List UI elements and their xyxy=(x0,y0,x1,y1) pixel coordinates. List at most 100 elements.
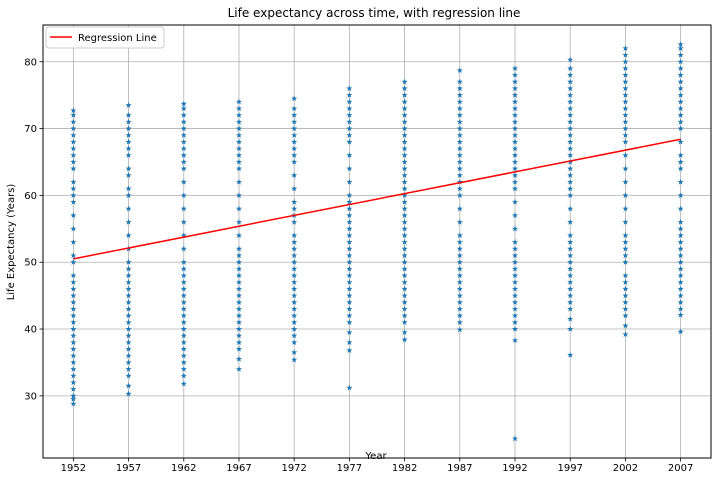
data-point xyxy=(567,105,574,112)
data-point xyxy=(511,305,519,312)
data-point xyxy=(567,132,574,138)
data-point xyxy=(346,319,353,325)
data-point xyxy=(401,212,408,219)
data-point xyxy=(622,112,629,118)
data-point xyxy=(622,165,629,172)
data-point xyxy=(511,245,519,252)
data-point xyxy=(70,345,77,352)
data-point xyxy=(125,265,132,272)
data-point xyxy=(180,145,187,152)
data-point xyxy=(125,152,132,158)
data-point xyxy=(180,279,187,285)
data-point xyxy=(622,322,629,329)
data-point xyxy=(291,152,298,158)
data-point xyxy=(346,347,353,354)
data-point xyxy=(456,238,463,245)
data-point xyxy=(677,192,684,198)
x-axis-label: Year xyxy=(364,451,387,462)
data-point xyxy=(291,105,298,112)
data-point xyxy=(70,132,77,138)
data-point xyxy=(511,178,519,185)
data-point xyxy=(401,118,408,125)
data-point xyxy=(401,91,408,98)
y-tick-label: 30 xyxy=(24,391,37,402)
data-point xyxy=(677,259,684,265)
data-point xyxy=(180,205,187,212)
chart-title: Life expectancy across time, with regres… xyxy=(228,6,521,20)
data-point xyxy=(567,192,574,198)
data-point xyxy=(291,125,298,132)
data-point xyxy=(401,285,408,292)
data-point xyxy=(622,45,629,51)
data-point xyxy=(401,305,408,312)
data-point xyxy=(346,205,353,212)
data-point xyxy=(180,352,187,359)
x-axis-ticks: 1952 1957 1962 1967 1972 1977 1982 1987 1992 1997… xyxy=(61,458,693,474)
data-point xyxy=(511,105,519,112)
data-point xyxy=(346,279,353,285)
data-point xyxy=(346,178,353,185)
data-point xyxy=(677,45,684,51)
data-point xyxy=(70,212,77,219)
data-point xyxy=(125,165,132,172)
data-point xyxy=(235,218,243,225)
data-point xyxy=(567,238,574,245)
data-point xyxy=(677,279,684,285)
data-point xyxy=(677,225,684,232)
data-point xyxy=(456,232,463,239)
data-point xyxy=(401,178,408,185)
data-point xyxy=(622,331,629,337)
data-point xyxy=(401,98,408,105)
data-point xyxy=(401,245,408,252)
data-point xyxy=(291,356,298,363)
data-point xyxy=(70,165,77,172)
data-point xyxy=(125,345,132,352)
data-point xyxy=(180,105,187,112)
data-point xyxy=(401,185,408,192)
scatter-points xyxy=(70,41,684,442)
data-point xyxy=(456,172,463,178)
data-point xyxy=(511,138,519,145)
grid-lines xyxy=(43,25,711,458)
data-point xyxy=(291,349,298,356)
data-point xyxy=(291,138,298,145)
data-point xyxy=(677,58,684,65)
data-point xyxy=(235,165,243,172)
data-point xyxy=(456,279,463,285)
data-point xyxy=(511,125,519,132)
data-point xyxy=(235,305,243,312)
data-point xyxy=(180,192,187,198)
data-point xyxy=(456,125,463,132)
data-point xyxy=(677,105,684,112)
data-point xyxy=(456,145,463,152)
data-point xyxy=(401,252,408,259)
data-point xyxy=(677,98,684,105)
data-point xyxy=(511,158,519,165)
data-point xyxy=(346,272,353,279)
data-point xyxy=(622,272,629,279)
data-point xyxy=(511,165,519,172)
data-point xyxy=(291,279,298,285)
data-point xyxy=(125,359,132,366)
data-point xyxy=(180,132,187,138)
data-point xyxy=(622,51,629,58)
data-point xyxy=(346,259,353,265)
data-point xyxy=(291,132,298,138)
data-point xyxy=(511,337,519,343)
data-point xyxy=(235,299,243,305)
data-point xyxy=(677,165,684,172)
data-point xyxy=(456,112,463,118)
data-point xyxy=(180,365,187,372)
data-point xyxy=(346,105,353,112)
data-point xyxy=(70,238,77,245)
data-point xyxy=(180,112,187,118)
data-point xyxy=(622,218,629,225)
data-point xyxy=(456,272,463,279)
data-point xyxy=(511,325,519,332)
x-tick-label: 2007 xyxy=(668,463,693,474)
data-point xyxy=(180,345,187,352)
data-point xyxy=(235,178,243,185)
data-point xyxy=(70,312,77,319)
x-tick-label: 1982 xyxy=(392,463,417,474)
data-point xyxy=(346,125,353,132)
